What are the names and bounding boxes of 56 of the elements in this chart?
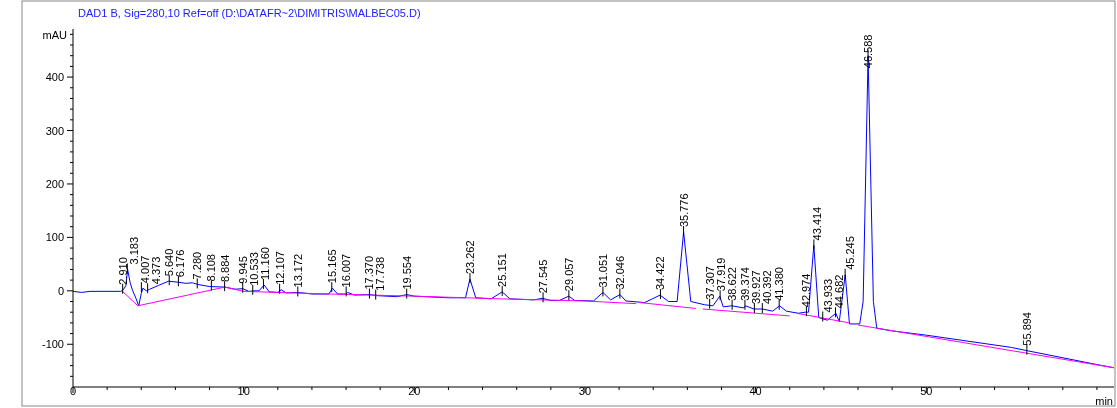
annotation: 2.910 [116,257,129,285]
annotation: 8.108 [205,254,218,282]
annotation: 12.107 [273,251,286,285]
annotation: 44.682 [833,274,846,309]
annotation: 32.046 [613,255,626,290]
x-tick-label: 30 [578,385,592,397]
annotation: 10.533 [247,252,260,286]
annotation: 13.172 [291,253,304,288]
annotation: 7.280 [191,251,204,280]
annotation: 55.894 [1020,312,1033,346]
annotation: 39.374 [738,267,751,301]
annotation: 40.392 [760,270,773,304]
annotation: 3.183 [127,236,140,265]
annotation: 37.919 [714,257,727,292]
y-tick-label: 100 [45,231,64,244]
annotation: 11.160 [258,247,271,280]
annotation: 5.640 [163,248,176,277]
annotation: 35.776 [677,193,690,228]
annotation: 15.165 [325,249,338,284]
annotation: 43.414 [811,206,824,241]
chart-title: DAD1 B, Sig=280,10 Ref=off (D:\DATAFR~2\DIMITRIS\MALBEC05.D) [78,7,421,19]
x-tick-label: 10 [237,385,250,397]
annotation: 42.974 [800,273,813,308]
annotation: 27.545 [537,259,550,294]
x-tick-label: 20 [408,385,421,397]
y-tick-label: 300 [45,124,64,137]
x-tick-label: 40 [749,385,762,397]
annotation: 9.945 [236,256,249,284]
x-tick-label: 0 [69,385,77,397]
y-tick-label: 400 [45,71,64,84]
annotation: 17.370 [363,255,376,290]
annotation: 45.245 [844,236,857,270]
annotation: 39.927 [749,270,762,304]
annotation: 38.622 [726,267,739,301]
annotation: 34.422 [654,256,667,291]
y-tick-label: 0 [57,284,64,297]
annotation: 6.176 [174,249,187,278]
annotation: 37.307 [703,266,716,300]
x-tick-label: 50 [920,385,933,397]
annotation: 17.738 [374,256,387,291]
annotation: 31.051 [596,253,609,288]
annotation: 29.057 [562,257,575,292]
annotation: 41.380 [773,267,786,301]
y-axis-title: mAU [42,29,68,41]
annotation: 4.007 [138,255,151,284]
y-tick-label: -100 [41,338,64,351]
x-axis-title: min [1095,395,1113,407]
annotation: 23.262 [463,240,476,275]
annotation: 43.933 [822,278,835,313]
annotation: 8.884 [218,254,231,283]
annotation: 25.151 [496,253,509,287]
annotation: 16.007 [340,253,353,288]
y-tick-label: 200 [45,177,64,190]
annotation: 46.588 [862,34,875,69]
annotation: 19.554 [400,255,413,290]
annotation: 4.373 [149,256,162,285]
